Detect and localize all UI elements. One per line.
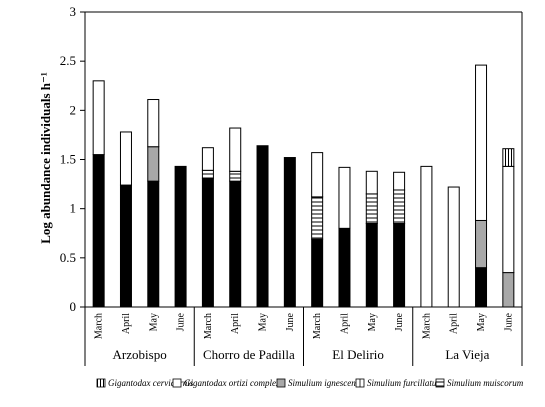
bar-segment xyxy=(311,196,324,240)
x-axis: March April May June Arzobispo March April May J… xyxy=(84,306,523,366)
legend-swatch xyxy=(96,378,106,388)
group-label: Arzobispo xyxy=(113,347,167,362)
bar-segment xyxy=(338,166,351,229)
y-tick-label: 0.5 xyxy=(60,250,76,265)
legend-label: Simulium furcillatum xyxy=(367,378,443,388)
x-tick-label: May xyxy=(258,313,269,331)
bar-segment xyxy=(311,238,324,308)
legend-swatch xyxy=(172,378,182,388)
bar-segment xyxy=(447,186,460,308)
x-tick-label: March xyxy=(312,313,323,339)
bar-segment xyxy=(502,148,515,167)
bar-segment xyxy=(229,170,242,182)
bar-segment xyxy=(393,189,406,224)
bar-segment xyxy=(147,146,160,182)
bar-segment xyxy=(201,147,214,171)
x-tick-label: April xyxy=(339,313,350,334)
x-tick-label: June xyxy=(285,312,296,331)
bar-segment xyxy=(365,170,378,195)
plot-frame xyxy=(85,11,523,307)
bar-segment xyxy=(420,165,433,308)
group-label: El Delirio xyxy=(332,347,384,362)
x-tick-label: April xyxy=(121,313,132,334)
bar-segment xyxy=(475,64,488,221)
bar-segment xyxy=(365,193,378,224)
y-tick-label: 3 xyxy=(70,4,77,19)
bar-segment xyxy=(256,145,269,308)
bar-segment xyxy=(338,227,351,308)
bar-segment xyxy=(92,154,105,308)
legend-label: Gigantodax cervicornis xyxy=(108,378,194,388)
x-tick-label: April xyxy=(449,313,460,334)
group-label: Chorro de Padilla xyxy=(203,347,295,362)
bar-segment xyxy=(229,127,242,172)
y-axis: 0 0.5 1 1.5 2 2.5 3 xyxy=(60,4,86,314)
legend-swatch xyxy=(435,378,445,388)
bar-segment xyxy=(311,152,324,198)
x-tick-label: March xyxy=(203,313,214,339)
legend-label: Gigantodax ortizi complex xyxy=(184,378,280,388)
y-tick-label: 2.5 xyxy=(60,53,76,68)
bar-segment xyxy=(502,272,515,308)
legend-label: Simulium ignescens xyxy=(288,378,360,388)
bars-layer xyxy=(92,64,515,308)
legend-label: Simulium muiscorum xyxy=(447,378,524,388)
bar-segment xyxy=(119,184,132,308)
x-tick-label: March xyxy=(421,313,432,339)
group-label: La Vieja xyxy=(445,347,489,362)
x-tick-label: June xyxy=(394,312,405,331)
bar-segment xyxy=(174,165,187,308)
bar-segment xyxy=(147,99,160,148)
y-tick-label: 0 xyxy=(70,299,77,314)
bar-segment xyxy=(365,222,378,308)
bar-segment xyxy=(393,222,406,308)
x-tick-label: April xyxy=(230,313,241,334)
y-tick-label: 1 xyxy=(70,201,77,216)
x-tick-label: May xyxy=(148,313,159,331)
bar-segment xyxy=(147,180,160,308)
bar-segment xyxy=(475,219,488,269)
y-axis-label: Log abundance individuals h⁻¹ xyxy=(38,72,53,244)
bar-segment xyxy=(502,165,515,274)
bar-segment xyxy=(201,169,214,179)
bar-segment xyxy=(201,177,214,308)
y-tick-label: 2 xyxy=(70,102,77,117)
bar-segment xyxy=(229,180,242,308)
y-tick-label: 1.5 xyxy=(60,152,76,167)
bar-segment xyxy=(92,80,105,156)
x-tick-label: March xyxy=(94,313,105,339)
bar-segment xyxy=(475,267,488,308)
x-tick-label: May xyxy=(367,313,378,331)
legend-swatch xyxy=(276,378,286,388)
bar-segment xyxy=(393,171,406,191)
x-tick-label: June xyxy=(503,312,514,331)
bar-segment xyxy=(283,157,296,308)
x-tick-label: June xyxy=(176,312,187,331)
bar-segment xyxy=(119,131,132,186)
x-tick-label: May xyxy=(476,313,487,331)
